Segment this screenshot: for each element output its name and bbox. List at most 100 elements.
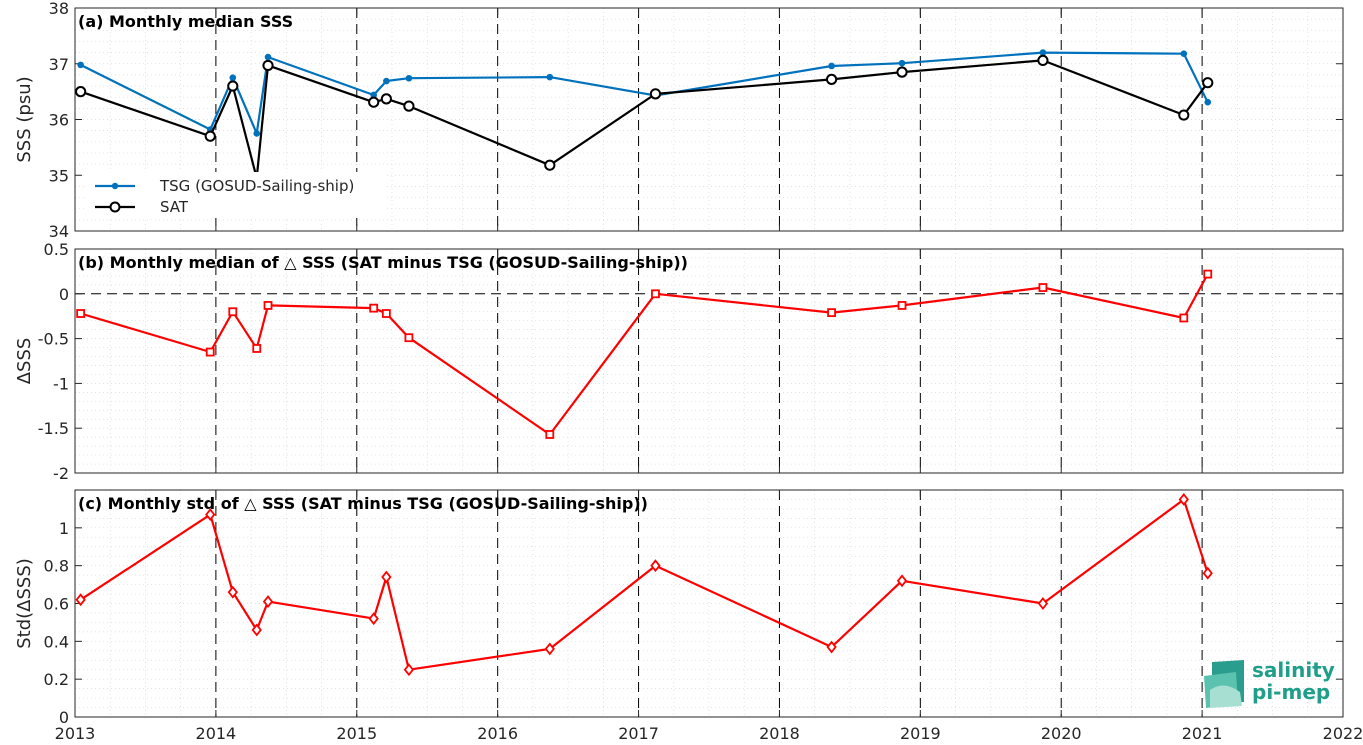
data-point bbox=[381, 309, 391, 318]
y-tick-label: 37 bbox=[49, 55, 69, 74]
y-tick-label: 0 bbox=[59, 708, 69, 727]
data-point bbox=[897, 301, 907, 310]
data-point bbox=[403, 663, 415, 677]
data-point bbox=[262, 59, 274, 72]
salinity-pimep-logo: salinity pi-mep bbox=[1204, 658, 1335, 708]
panel-c: 0 0.2 0.4 0.6 0.8 1 2013 2014 2015 2016 2017 2018 20… bbox=[14, 489, 1363, 743]
y-tick-label: -1 bbox=[53, 374, 69, 393]
y-axis-label: SSS (psu) bbox=[14, 76, 35, 162]
y-axis-label: Std(ΔSSS) bbox=[14, 558, 35, 649]
x-tick-label: 2020 bbox=[1041, 724, 1082, 743]
legend-sat-label: SAT bbox=[160, 198, 189, 216]
x-tick-label: 2017 bbox=[618, 724, 659, 743]
data-point bbox=[405, 74, 413, 82]
y-axis-label: ΔSSS bbox=[14, 338, 35, 385]
legend: TSG (GOSUD-Sailing-ship) SAT bbox=[84, 172, 384, 218]
logo-wave-icon bbox=[1204, 660, 1244, 708]
y-tick-label: 0.2 bbox=[44, 670, 69, 689]
y-tick-label: -0.5 bbox=[38, 330, 69, 349]
data-point bbox=[651, 289, 660, 299]
x-tick-label: 2016 bbox=[477, 724, 518, 743]
logo-line1: salinity bbox=[1252, 658, 1335, 682]
data-point bbox=[381, 570, 392, 584]
y-tick-label: 36 bbox=[49, 111, 69, 130]
data-point bbox=[380, 93, 392, 105]
data-point bbox=[827, 308, 836, 318]
data-point bbox=[649, 88, 662, 100]
panel-title: (b) Monthly median of △ SSS (SAT minus T… bbox=[78, 253, 688, 272]
data-point bbox=[1037, 54, 1049, 67]
data-point bbox=[546, 73, 554, 81]
data-point bbox=[1179, 313, 1189, 323]
panel-b: -2 -1.5 -1 -0.5 0 0.5 ΔSSS (b) Monthly median o… bbox=[14, 240, 1344, 483]
data-point bbox=[1202, 566, 1213, 580]
y-tick-label: 34 bbox=[49, 222, 69, 241]
data-point bbox=[1178, 109, 1190, 121]
data-point bbox=[1180, 50, 1188, 58]
data-point bbox=[1202, 77, 1214, 89]
data-point bbox=[252, 344, 262, 353]
data-point bbox=[404, 333, 414, 343]
x-tick-label: 2018 bbox=[759, 724, 800, 743]
data-point bbox=[370, 91, 377, 99]
data-point bbox=[650, 559, 661, 573]
data-point bbox=[826, 640, 837, 654]
x-tick-label: 2013 bbox=[55, 724, 96, 743]
data-point bbox=[229, 74, 237, 81]
legend-sat-marker bbox=[109, 201, 121, 213]
data-point bbox=[369, 303, 379, 313]
data-point bbox=[204, 130, 216, 142]
data-point bbox=[1039, 49, 1047, 56]
x-tick-label: 2015 bbox=[336, 724, 377, 743]
data-point bbox=[227, 585, 238, 599]
data-point bbox=[75, 593, 86, 607]
panel-title: (c) Monthly std of △ SSS (SAT minus TSG … bbox=[78, 494, 648, 513]
data-point bbox=[368, 612, 379, 626]
data-point bbox=[368, 96, 380, 108]
y-tick-label: 0.6 bbox=[44, 595, 69, 614]
data-point bbox=[544, 159, 556, 171]
data-point bbox=[828, 62, 835, 70]
data-point bbox=[544, 642, 555, 656]
x-tick-label: 2021 bbox=[1182, 724, 1223, 743]
data-point bbox=[205, 347, 215, 357]
y-tick-label: 35 bbox=[49, 166, 69, 185]
data-point bbox=[1178, 493, 1189, 506]
data-point bbox=[1203, 269, 1213, 279]
x-tick-label: 2022 bbox=[1323, 724, 1363, 743]
data-point bbox=[205, 508, 216, 522]
legend-tsg-label: TSG (GOSUD-Sailing-ship) bbox=[159, 177, 354, 195]
data-point bbox=[383, 77, 390, 85]
data-point bbox=[1204, 98, 1212, 106]
data-point bbox=[825, 73, 838, 85]
panel-title: (a) Monthly median SSS bbox=[78, 12, 293, 31]
y-tick-label: 0 bbox=[59, 285, 69, 304]
data-point bbox=[896, 574, 908, 588]
data-point bbox=[545, 430, 555, 439]
y-tick-label: 0.4 bbox=[44, 632, 69, 651]
data-point bbox=[251, 623, 262, 637]
legend-box bbox=[84, 172, 384, 218]
legend-tsg-marker bbox=[111, 182, 119, 190]
data-point bbox=[228, 307, 238, 317]
data-point bbox=[896, 66, 908, 78]
y-tick-label: 1 bbox=[59, 519, 69, 538]
data-point bbox=[898, 59, 906, 67]
x-tick-label: 2019 bbox=[900, 724, 941, 743]
data-point bbox=[1038, 283, 1048, 292]
data-point bbox=[403, 100, 415, 112]
data-point bbox=[263, 301, 273, 310]
logo-line2: pi-mep bbox=[1252, 680, 1330, 704]
y-tick-label: 0.5 bbox=[44, 240, 69, 259]
y-tick-label: -1.5 bbox=[38, 419, 69, 438]
y-tick-label: 38 bbox=[49, 0, 69, 18]
data-point bbox=[1037, 597, 1049, 610]
data-point bbox=[76, 309, 86, 318]
y-tick-label: -2 bbox=[53, 464, 69, 483]
axes-box bbox=[74, 248, 1344, 474]
data-point bbox=[253, 130, 261, 137]
data-point bbox=[75, 86, 87, 98]
y-tick-label: 0.8 bbox=[44, 557, 69, 576]
data-point bbox=[227, 80, 239, 92]
